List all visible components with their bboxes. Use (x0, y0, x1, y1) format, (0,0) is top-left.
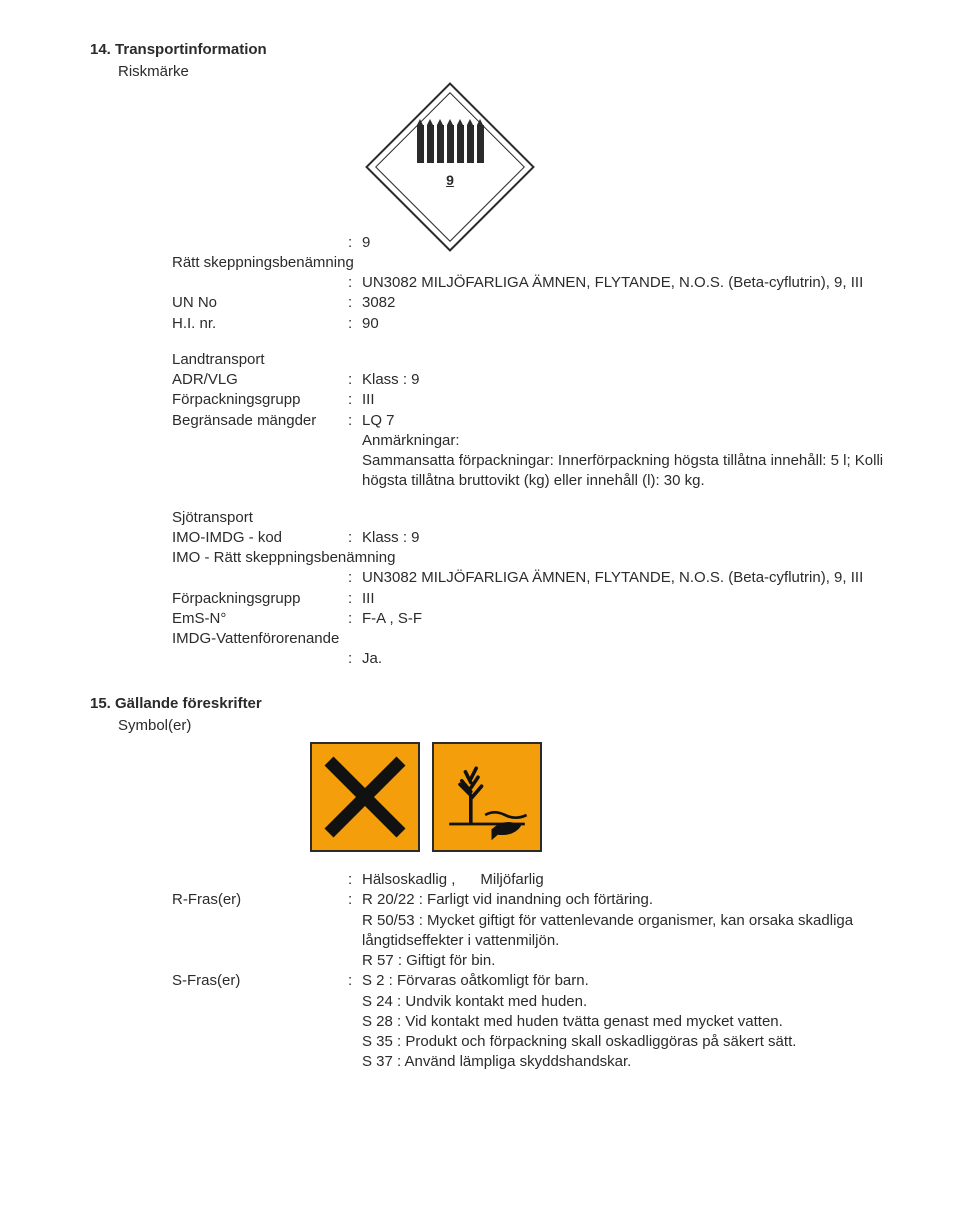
s-phrase-2: S 24 : Undvik kontakt med huden. (362, 992, 900, 1012)
riskmarke-label: Riskmärke (118, 62, 900, 82)
hazard-stripes-icon (417, 119, 484, 163)
sjotransport-title: Sjötransport (172, 508, 900, 528)
s-fras-row: S-Fras(er) : S 2 : Förvaras oåtkomligt f… (172, 971, 900, 1072)
ratt-skeppning-label: Rätt skeppningsbenämning (172, 253, 900, 273)
ratt-skeppning-value-row: : UN3082 MILJÖFARLIGA ÄMNEN, FLYTANDE, N… (172, 273, 900, 293)
hinr-row: H.I. nr. : 90 (172, 314, 900, 334)
pictogram-row (310, 742, 900, 852)
anm-value-row: Sammansatta förpackningar: Innerförpackn… (172, 451, 900, 492)
unno-row: UN No : 3082 (172, 293, 900, 313)
harmful-x-icon (320, 752, 410, 842)
section-14: 14. Transportinformation Riskmärke 9 : 9… (90, 40, 900, 670)
anm-row: Anmärkningar: (172, 431, 900, 451)
row-colon9: : 9 (172, 233, 900, 253)
r-phrase-1: R 20/22 : Farligt vid inandning och fört… (362, 890, 900, 910)
landtransport-title: Landtransport (172, 350, 900, 370)
imo-ratt-value-row: : UN3082 MILJÖFARLIGA ÄMNEN, FLYTANDE, N… (172, 568, 900, 588)
s-phrase-4: S 35 : Produkt och förpackning skall osk… (362, 1032, 900, 1052)
s-phrase-5: S 37 : Använd lämpliga skyddshandskar. (362, 1052, 900, 1072)
symbol-label: Symbol(er) (118, 716, 900, 736)
beg-row: Begränsade mängder : LQ 7 (172, 411, 900, 431)
vatten-label: IMDG-Vattenförorenande (172, 629, 900, 649)
r-fras-row: R-Fras(er) : R 20/22 : Farligt vid inand… (172, 890, 900, 971)
section-15-title: 15. Gällande föreskrifter (90, 694, 900, 714)
class-9-diamond: 9 (390, 107, 900, 227)
r-phrase-3: R 57 : Giftigt för bin. (362, 951, 900, 971)
harmful-pictogram (310, 742, 420, 852)
s-phrase-1: S 2 : Förvaras oåtkomligt för barn. (362, 971, 900, 991)
s-phrase-3: S 28 : Vid kontakt med huden tvätta gena… (362, 1012, 900, 1032)
section-15: 15. Gällande föreskrifter Symbol(er) : H… (90, 694, 900, 1073)
fpg-land-row: Förpackningsgrupp : III (172, 390, 900, 410)
imo-ratt-label: IMO - Rätt skeppningsbenämning (172, 548, 900, 568)
imo-kod-row: IMO-IMDG - kod : Klass : 9 (172, 528, 900, 548)
classification-row: : Hälsoskadlig , Miljöfarlig (172, 870, 900, 890)
fpg-sjo-row: Förpackningsgrupp : III (172, 589, 900, 609)
environment-pictogram (432, 742, 542, 852)
diamond-nine: 9 (446, 171, 454, 190)
adr-row: ADR/VLG : Klass : 9 (172, 370, 900, 390)
ems-row: EmS-N° : F-A , S-F (172, 609, 900, 629)
r-phrase-2: R 50/53 : Mycket giftigt för vattenlevan… (362, 911, 900, 952)
dead-tree-fish-icon (442, 752, 532, 842)
section-14-title: 14. Transportinformation (90, 40, 900, 60)
vatten-value-row: : Ja. (172, 649, 900, 669)
